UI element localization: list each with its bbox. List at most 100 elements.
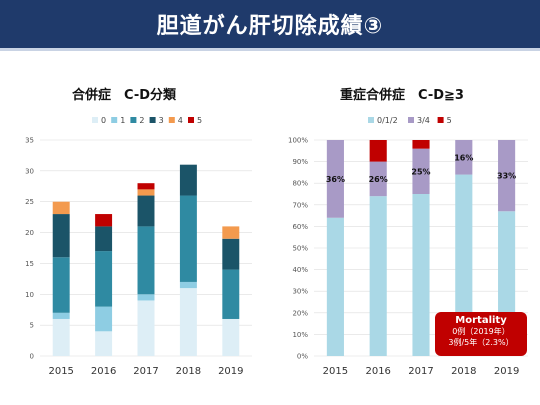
y-tick-label: 5 bbox=[30, 322, 34, 330]
y-tick-label: 10 bbox=[25, 291, 34, 299]
legend-label: 3 bbox=[159, 116, 164, 125]
y-tick-label: 25 bbox=[25, 198, 34, 206]
bar-segment bbox=[52, 257, 70, 313]
bar-segment bbox=[412, 140, 430, 149]
bar-segment bbox=[369, 140, 387, 162]
x-tick-label: 2016 bbox=[365, 366, 390, 377]
bar-segment bbox=[179, 164, 197, 196]
y-tick-label: 80% bbox=[292, 180, 308, 188]
bar-segment bbox=[95, 331, 113, 356]
y-tick-label: 0% bbox=[297, 353, 308, 361]
left-chart-title: 合併症 C-D分類 bbox=[72, 88, 177, 103]
bar-segment bbox=[137, 195, 155, 227]
bar-segment bbox=[369, 196, 387, 356]
data-label: 36% bbox=[326, 175, 345, 184]
legend-swatch bbox=[437, 117, 444, 123]
bar-segment bbox=[369, 161, 387, 197]
data-label: 33% bbox=[497, 172, 516, 181]
x-tick-label: 2017 bbox=[133, 366, 158, 377]
bar-segment bbox=[455, 174, 473, 356]
bar-segment bbox=[52, 201, 70, 215]
bar-segment bbox=[52, 312, 70, 319]
bar-segment bbox=[137, 183, 155, 190]
legend-label: 5 bbox=[197, 116, 202, 125]
bar-segment bbox=[326, 217, 344, 356]
legend-swatch bbox=[168, 117, 175, 123]
right-chart-title: 重症合併症 C-D≧3 bbox=[340, 88, 464, 103]
legend-label: 5 bbox=[447, 116, 452, 125]
mortality-box: Mortality 0例（2019年） 3例/5年（2.3%） bbox=[435, 312, 527, 356]
bar-segment bbox=[222, 269, 240, 319]
legend: 0 1 2 3 4 5 bbox=[92, 116, 202, 125]
x-tick-label: 2016 bbox=[91, 366, 116, 377]
bar-segment bbox=[222, 318, 240, 356]
bar-segment bbox=[137, 189, 155, 196]
y-tick-label: 30 bbox=[25, 167, 34, 175]
legend-swatch bbox=[188, 117, 194, 123]
bar-segment bbox=[222, 238, 240, 270]
bar-segment bbox=[95, 226, 113, 252]
y-tick-label: 10% bbox=[292, 331, 308, 339]
legend: 0/1/2 3/4 5 bbox=[368, 116, 452, 125]
left-chart: 0 1 2 3 4 5 0 5 10 15 20 25 30 35 2015 2016 2017 2018 2019 bbox=[25, 116, 252, 377]
bar-segment bbox=[95, 214, 113, 227]
bar-segment bbox=[52, 318, 70, 356]
bar-segment bbox=[95, 251, 113, 307]
bar-segment bbox=[222, 226, 240, 239]
bar-segment bbox=[412, 194, 430, 356]
x-tick-label: 2019 bbox=[218, 366, 243, 377]
y-tick-label: 15 bbox=[25, 260, 34, 268]
bar-segment bbox=[137, 226, 155, 295]
legend-swatch bbox=[149, 117, 156, 123]
bar-segment bbox=[326, 140, 344, 218]
bar-segment bbox=[95, 306, 113, 332]
y-tick-label: 20 bbox=[25, 229, 34, 237]
bar-segment bbox=[179, 195, 197, 282]
right-chart: 0/1/2 3/4 50%10%20%30%40%50%60%70%80%90%10… bbox=[288, 116, 528, 377]
x-tick-label: 2015 bbox=[48, 366, 73, 377]
legend-label: 0/1/2 bbox=[377, 116, 398, 125]
legend-swatch bbox=[92, 117, 98, 123]
data-label: 16% bbox=[454, 153, 473, 162]
x-tick-label: 2019 bbox=[494, 366, 519, 377]
y-tick-label: 0 bbox=[30, 353, 34, 361]
bar-segment bbox=[137, 294, 155, 301]
bar-segment bbox=[179, 281, 197, 289]
legend-label: 4 bbox=[178, 116, 183, 125]
bar-segment bbox=[498, 140, 516, 212]
x-tick-label: 2017 bbox=[408, 366, 433, 377]
y-tick-label: 35 bbox=[25, 137, 34, 145]
legend-swatch bbox=[130, 117, 137, 123]
bar-segment bbox=[179, 288, 197, 356]
y-tick-label: 100% bbox=[288, 137, 308, 145]
mortality-line-1: 0例（2019年） bbox=[452, 327, 510, 336]
data-label: 26% bbox=[369, 175, 388, 184]
legend-label: 1 bbox=[120, 116, 125, 125]
data-label: 25% bbox=[411, 167, 430, 176]
x-tick-label: 2018 bbox=[176, 366, 201, 377]
x-tick-label: 2018 bbox=[451, 366, 476, 377]
mortality-title: Mortality bbox=[455, 315, 507, 326]
y-tick-label: 60% bbox=[292, 223, 308, 231]
mortality-line-2: 3例/5年（2.3%） bbox=[448, 338, 514, 347]
legend-label: 0 bbox=[101, 116, 106, 125]
bar-segment bbox=[455, 140, 473, 175]
legend-label: 3/4 bbox=[417, 116, 430, 125]
y-tick-label: 70% bbox=[292, 201, 308, 209]
slide-title: 胆道がん肝切除成績③ bbox=[156, 14, 384, 39]
x-tick-label: 2015 bbox=[323, 366, 348, 377]
y-tick-label: 30% bbox=[292, 288, 308, 296]
y-tick-label: 40% bbox=[292, 266, 308, 274]
bar-segment bbox=[52, 214, 70, 258]
legend-swatch bbox=[408, 117, 414, 123]
bar-segment bbox=[412, 148, 430, 194]
legend-label: 2 bbox=[139, 116, 144, 125]
y-tick-label: 50% bbox=[292, 245, 308, 253]
slide-header: 胆道がん肝切除成績③ bbox=[0, 0, 540, 48]
legend-swatch bbox=[111, 117, 118, 123]
y-tick-label: 20% bbox=[292, 309, 308, 317]
bar-segment bbox=[137, 300, 155, 356]
header-divider bbox=[0, 48, 540, 51]
legend-swatch bbox=[368, 117, 374, 123]
y-tick-label: 90% bbox=[292, 158, 308, 166]
